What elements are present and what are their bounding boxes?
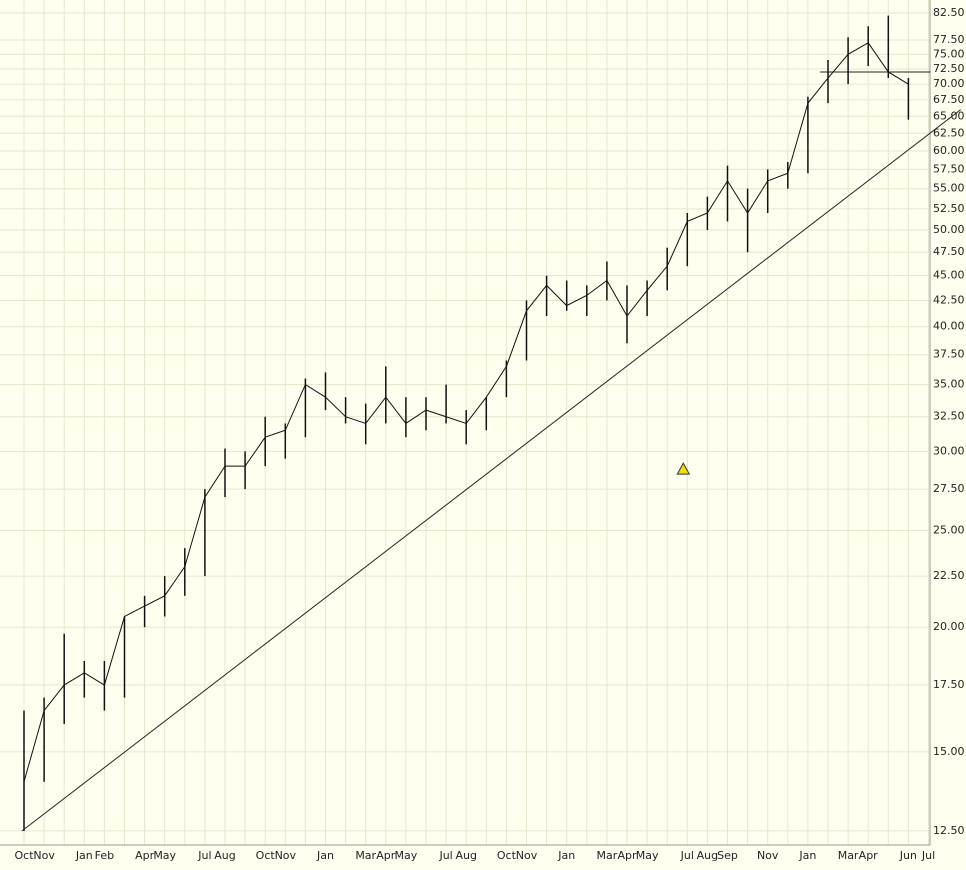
x-tick-label: Sep bbox=[717, 849, 738, 862]
y-tick-label: 12.50 bbox=[933, 824, 965, 837]
x-tick-label: May bbox=[395, 849, 418, 862]
y-tick-label: 27.50 bbox=[933, 482, 965, 495]
close-line bbox=[23, 42, 909, 782]
y-tick-label: 52.50 bbox=[933, 202, 965, 215]
x-tick-label: Oct bbox=[14, 849, 34, 862]
y-tick-label: 30.00 bbox=[933, 444, 965, 457]
trend-line bbox=[21, 109, 961, 832]
y-tick-label: 47.50 bbox=[933, 245, 965, 258]
y-tick-label: 50.00 bbox=[933, 223, 965, 236]
y-tick-label: 40.00 bbox=[933, 320, 965, 333]
x-tick-label: Aug bbox=[455, 849, 476, 862]
y-tick-label: 22.50 bbox=[933, 569, 965, 582]
y-tick-label: 82.50 bbox=[933, 6, 965, 19]
y-tick-label: 57.50 bbox=[933, 162, 965, 175]
y-tick-label: 17.50 bbox=[933, 678, 965, 691]
x-tick-label: Jul bbox=[921, 849, 935, 862]
y-tick-label: 45.00 bbox=[933, 269, 965, 282]
y-tick-label: 55.00 bbox=[933, 182, 965, 195]
x-tick-label: Apr bbox=[617, 849, 637, 862]
x-tick-label: Mar bbox=[838, 849, 859, 862]
x-tick-label: Oct bbox=[256, 849, 276, 862]
x-tick-label: Jul bbox=[680, 849, 694, 862]
x-tick-label: Oct bbox=[497, 849, 517, 862]
x-tick-label: Apr bbox=[135, 849, 155, 862]
x-tick-label: Jul bbox=[197, 849, 211, 862]
y-tick-label: 32.50 bbox=[933, 410, 965, 423]
x-tick-label: Mar bbox=[597, 849, 618, 862]
x-tick-label: Feb bbox=[95, 849, 114, 862]
y-tick-label: 65.00 bbox=[933, 109, 965, 122]
y-tick-label: 70.00 bbox=[933, 77, 965, 90]
x-tick-label: Nov bbox=[516, 849, 538, 862]
x-tick-label: Jan bbox=[798, 849, 816, 862]
y-tick-label: 62.50 bbox=[933, 126, 965, 139]
x-tick-label: Nov bbox=[757, 849, 779, 862]
y-tick-label: 37.50 bbox=[933, 348, 965, 361]
x-tick-label: May bbox=[636, 849, 659, 862]
x-tick-label: Jan bbox=[316, 849, 334, 862]
x-tick-label: Nov bbox=[33, 849, 55, 862]
y-tick-label: 25.00 bbox=[933, 523, 965, 536]
x-tick-label: Aug bbox=[214, 849, 235, 862]
x-tick-label: Apr bbox=[859, 849, 879, 862]
y-tick-label: 77.50 bbox=[933, 33, 965, 46]
y-tick-label: 15.00 bbox=[933, 745, 965, 758]
x-tick-label: Jun bbox=[899, 849, 917, 862]
x-tick-label: Nov bbox=[275, 849, 297, 862]
alert-marker bbox=[676, 462, 691, 475]
x-tick-label: Jan bbox=[557, 849, 575, 862]
x-tick-label: Jul bbox=[438, 849, 452, 862]
x-tick-label: Aug bbox=[697, 849, 718, 862]
x-tick-label: Jan bbox=[75, 849, 93, 862]
y-tick-label: 72.50 bbox=[933, 62, 965, 75]
y-tick-label: 20.00 bbox=[933, 620, 965, 633]
x-tick-label: Mar bbox=[355, 849, 376, 862]
y-tick-label: 42.50 bbox=[933, 293, 965, 306]
y-tick-label: 67.50 bbox=[933, 93, 965, 106]
y-tick-label: 75.00 bbox=[933, 47, 965, 60]
x-tick-label: Apr bbox=[376, 849, 396, 862]
y-tick-label: 60.00 bbox=[933, 144, 965, 157]
x-tick-label: May bbox=[153, 849, 176, 862]
y-tick-label: 35.00 bbox=[933, 378, 965, 391]
